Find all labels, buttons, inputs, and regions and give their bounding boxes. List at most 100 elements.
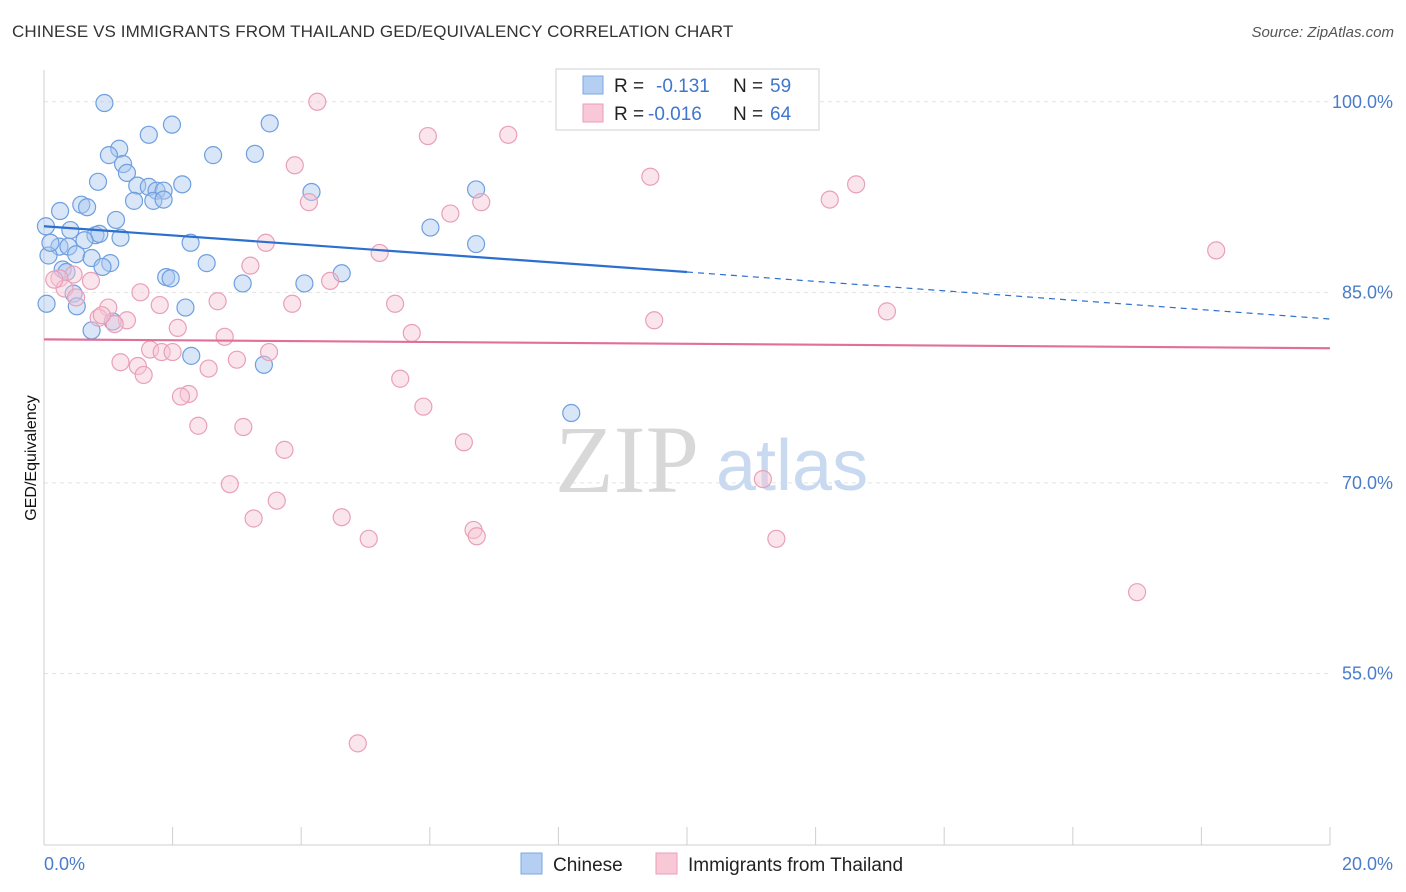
stats-legend-n-label-2: N = xyxy=(733,104,763,125)
point-s1-30 xyxy=(645,311,664,330)
stats-legend-r-label-1: R = xyxy=(614,76,644,97)
point-s0-44 xyxy=(161,269,180,288)
point-s0-45 xyxy=(233,274,252,293)
stats-legend-r-label-2: R = xyxy=(614,104,644,125)
y-tick-label-0: 100.0% xyxy=(1332,92,1393,112)
point-s0-0 xyxy=(95,93,114,113)
point-s1-5 xyxy=(847,175,866,194)
point-s1-50 xyxy=(753,469,772,489)
point-s1-14 xyxy=(64,265,83,284)
point-s1-44 xyxy=(171,387,191,406)
point-s1-58 xyxy=(767,529,786,548)
point-s0-10 xyxy=(88,172,108,191)
point-s0-29 xyxy=(111,228,130,247)
series-legend-swatch-thailand xyxy=(655,852,678,875)
point-s1-32 xyxy=(215,327,234,346)
point-s1-63 xyxy=(131,283,150,302)
point-s1-22 xyxy=(208,292,227,311)
point-s1-48 xyxy=(454,433,473,452)
watermark-zip: ZIP xyxy=(555,406,699,513)
point-s1-26 xyxy=(89,308,108,327)
point-s0-39 xyxy=(197,254,216,273)
point-s0-31 xyxy=(421,218,440,237)
point-s1-47 xyxy=(234,417,253,437)
point-s1-53 xyxy=(244,509,263,528)
point-s1-1 xyxy=(418,126,437,146)
series-legend-label-chinese: Chinese xyxy=(553,855,623,876)
point-s0-51 xyxy=(176,298,195,317)
point-s1-41 xyxy=(134,365,153,385)
point-s1-51 xyxy=(220,475,239,494)
x-tick-label-1: 20.0% xyxy=(1342,854,1393,874)
point-s1-38 xyxy=(128,356,147,376)
point-s0-9 xyxy=(117,163,137,183)
point-s1-12 xyxy=(1207,241,1226,260)
point-s0-1 xyxy=(162,115,182,134)
point-s1-0 xyxy=(308,92,327,111)
stats-legend-r-value-1: -0.131 xyxy=(656,76,710,97)
point-s0-6 xyxy=(204,146,223,165)
point-s0-32 xyxy=(181,233,200,252)
tick-labels: 100.0% 85.0% 70.0% 55.0% 0.0% 20.0% xyxy=(44,92,1393,874)
source-label: Source: ZipAtlas.com xyxy=(1251,24,1394,41)
series-legend-swatch-chinese xyxy=(520,852,543,875)
trend-line-s1 xyxy=(43,338,1331,350)
point-s1-8 xyxy=(820,190,839,209)
trend-line-extension-s0 xyxy=(686,271,1331,320)
stats-legend-n-label-1: N = xyxy=(733,76,763,97)
point-s1-42 xyxy=(391,369,410,388)
point-s0-26 xyxy=(61,220,80,240)
point-s0-11 xyxy=(128,176,147,195)
series-legend: Chinese Immigrants from Thailand xyxy=(520,852,903,876)
point-s1-16 xyxy=(321,271,340,291)
point-s0-20 xyxy=(154,190,173,209)
point-s0-58 xyxy=(41,233,60,252)
point-s1-60 xyxy=(348,734,367,753)
point-s1-62 xyxy=(92,306,111,325)
point-s1-45 xyxy=(414,397,433,416)
point-s1-11 xyxy=(370,243,389,263)
point-s0-2 xyxy=(260,114,279,133)
y-tick-label-2: 70.0% xyxy=(1342,473,1393,493)
y-tick-label-3: 55.0% xyxy=(1342,663,1393,683)
point-s0-54 xyxy=(182,346,201,365)
point-s1-39 xyxy=(199,359,218,378)
point-s0-52 xyxy=(103,312,122,331)
point-s1-6 xyxy=(299,193,319,212)
point-s0-41 xyxy=(93,257,112,277)
point-s0-30 xyxy=(75,231,94,250)
y-axis-label: GED/Equivalency xyxy=(23,395,40,520)
point-s1-24 xyxy=(385,294,405,313)
point-s0-46 xyxy=(295,274,314,293)
point-s1-28 xyxy=(105,314,124,334)
point-s0-49 xyxy=(37,294,56,313)
point-s1-15 xyxy=(81,271,101,291)
point-s1-37 xyxy=(111,353,130,372)
x-tick-label-0: 0.0% xyxy=(44,854,85,874)
point-s1-49 xyxy=(275,440,294,459)
point-s1-54 xyxy=(332,508,351,527)
point-s1-40 xyxy=(227,350,246,369)
point-s1-61 xyxy=(45,270,64,289)
stats-legend-swatch-thailand xyxy=(582,103,604,123)
point-s0-24 xyxy=(106,210,126,230)
series-legend-label-thailand: Immigrants from Thailand xyxy=(688,855,903,876)
point-s1-3 xyxy=(285,156,304,175)
point-s0-34 xyxy=(59,237,78,256)
point-s1-4 xyxy=(641,167,660,186)
trend-lines xyxy=(43,225,1331,350)
stats-legend-r-value-2: -0.016 xyxy=(648,104,702,125)
point-s1-19 xyxy=(67,288,86,307)
watermark-atlas: atlas xyxy=(716,426,868,506)
point-s1-56 xyxy=(467,527,486,546)
point-s1-57 xyxy=(359,529,378,548)
point-s0-18 xyxy=(124,191,144,210)
points xyxy=(36,92,1226,753)
point-s0-23 xyxy=(50,201,70,221)
watermark: ZIP atlas xyxy=(555,406,868,513)
point-s1-35 xyxy=(163,342,182,362)
point-s1-23 xyxy=(283,294,302,313)
stats-legend-swatch-chinese xyxy=(582,75,604,95)
point-s0-35 xyxy=(67,245,86,264)
